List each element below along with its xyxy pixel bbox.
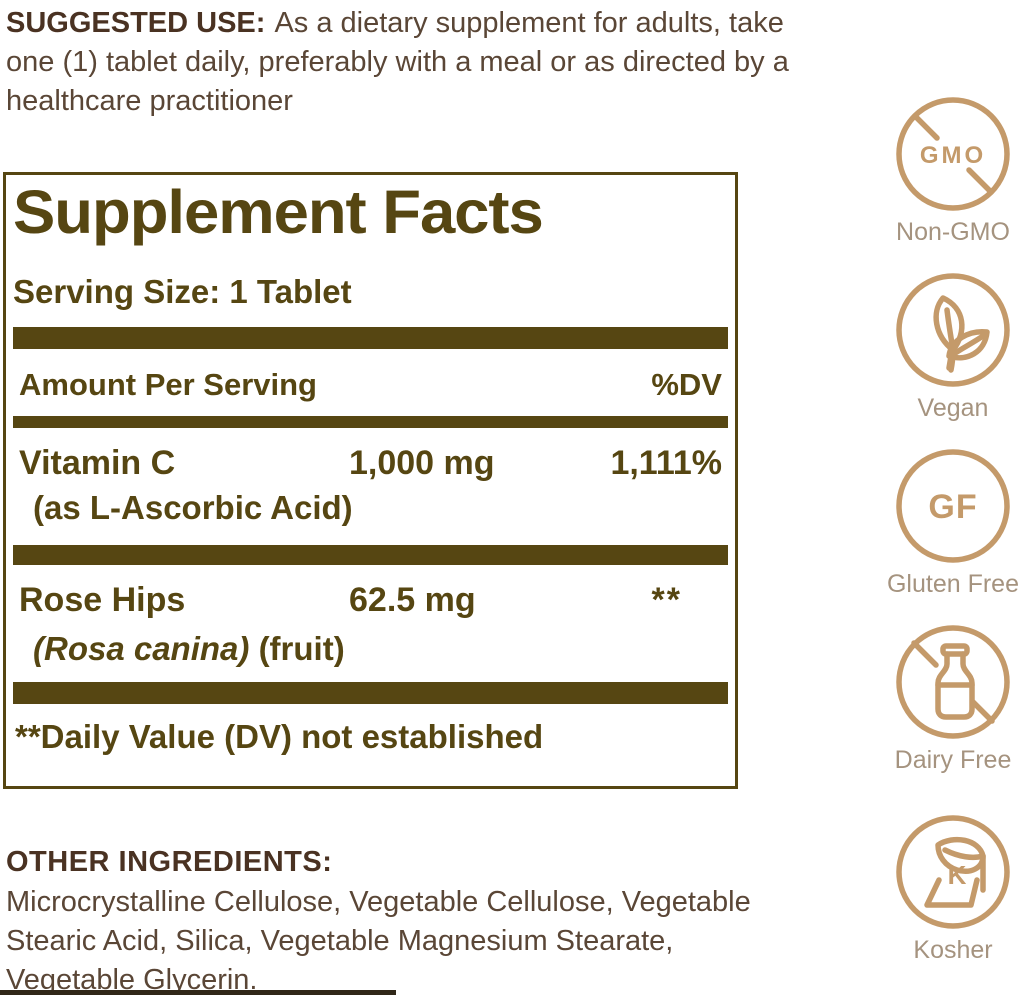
nutrient-name: Rose Hips bbox=[19, 581, 186, 619]
percent-dv-header: %DV bbox=[651, 367, 722, 402]
kosher-icon-text: K bbox=[948, 860, 967, 890]
other-ingredients-label: OTHER INGREDIENTS: bbox=[6, 846, 333, 878]
badge-label: Gluten Free bbox=[886, 570, 1019, 598]
badge-label: Kosher bbox=[913, 936, 993, 964]
gluten-free-icon: GF bbox=[896, 449, 1010, 563]
nutrient-row-vitamin-c: Vitamin C 1,000 mg 1,111% bbox=[13, 444, 728, 483]
gmo-icon-text: GMO bbox=[920, 142, 986, 169]
badge-label: Non-GMO bbox=[896, 218, 1010, 246]
badge-gluten-free: GF Gluten Free bbox=[887, 446, 1019, 622]
badge-label: Vegan bbox=[917, 394, 989, 422]
nutrient-subtext: (Rosa canina) (fruit) bbox=[13, 630, 728, 668]
other-ingredients-text: Microcrystalline Cellulose, Vegetable Ce… bbox=[6, 886, 751, 996]
nutrient-dv: ** bbox=[651, 581, 682, 619]
nutrient-dv: 1,111% bbox=[610, 444, 722, 482]
amount-per-serving-header: Amount Per Serving bbox=[19, 367, 317, 402]
nutrient-name: Vitamin C bbox=[19, 444, 176, 482]
separator-bar bbox=[13, 545, 728, 565]
badge-dairy-free: Dairy Free bbox=[893, 622, 1013, 798]
badge-kosher: K Kosher bbox=[893, 812, 1013, 988]
dairy-free-milk-bottle-icon bbox=[896, 625, 1010, 739]
dv-footnote: **Daily Value (DV) not established bbox=[15, 718, 544, 755]
badge-vegan: Vegan bbox=[893, 270, 1013, 446]
badge-label: Dairy Free bbox=[894, 746, 1012, 774]
botanical-name: (Rosa canina) bbox=[33, 630, 250, 667]
suggested-use-text: As a dietary supplement for adults, take… bbox=[6, 7, 789, 117]
nutrient-subtext: (as L-Ascorbic Acid) bbox=[33, 489, 353, 526]
certification-badges: GMO Non-GMO Vegan GF Gluten Free Dairy bbox=[882, 94, 1024, 988]
suggested-use-paragraph: SUGGESTED USE: As a dietary supplement fo… bbox=[6, 4, 800, 121]
kosher-icon: K bbox=[896, 815, 1010, 929]
nutrient-amount: 62.5 mg bbox=[349, 581, 476, 619]
non-gmo-icon: GMO bbox=[896, 97, 1010, 211]
badge-non-gmo: GMO Non-GMO bbox=[893, 94, 1013, 270]
bottom-cutoff-bar bbox=[0, 990, 396, 995]
separator-bar bbox=[13, 416, 728, 428]
suggested-use-label: SUGGESTED USE: bbox=[6, 7, 266, 39]
separator-bar bbox=[13, 327, 728, 349]
supplement-facts-panel: Supplement Facts Serving Size: 1 Tablet … bbox=[3, 172, 738, 789]
nutrient-amount: 1,000 mg bbox=[349, 444, 495, 482]
nutrient-row-rose-hips: Rose Hips 62.5 mg ** bbox=[13, 581, 728, 620]
plant-part: (fruit) bbox=[258, 630, 345, 667]
serving-size: Serving Size: 1 Tablet bbox=[13, 273, 352, 310]
supplement-facts-title: Supplement Facts bbox=[13, 178, 544, 246]
separator-bar bbox=[13, 682, 728, 704]
gf-icon-text: GF bbox=[928, 488, 977, 526]
other-ingredients-section: OTHER INGREDIENTS: Microcrystalline Cell… bbox=[6, 846, 798, 1000]
vegan-leaf-icon bbox=[896, 273, 1010, 387]
facts-header-row: Amount Per Serving %DV bbox=[13, 367, 728, 403]
